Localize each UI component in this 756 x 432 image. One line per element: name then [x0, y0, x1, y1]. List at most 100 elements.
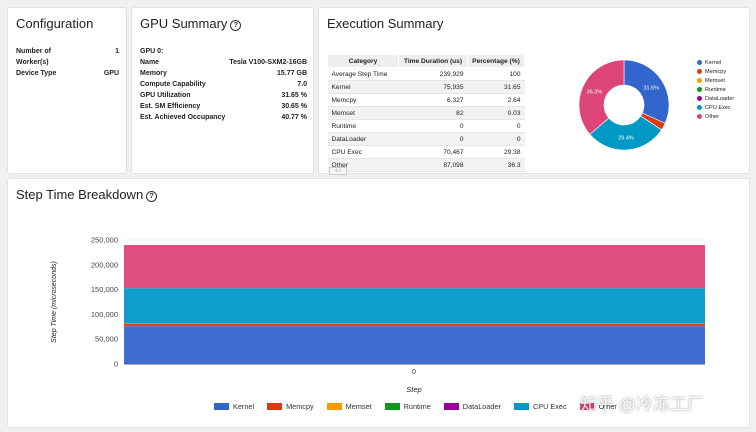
gpu-value: 40.77 %	[281, 114, 307, 121]
cell-duration: 75,935	[398, 80, 468, 94]
pie-slice-label: 36.3%	[587, 89, 603, 95]
execution-summary-card: Execution Summary Category Time Duration…	[318, 7, 750, 175]
table-row: Runtime 0 0	[327, 119, 525, 133]
gpu-value: 31.65 %	[281, 92, 307, 99]
legend-label: DataLoader	[705, 95, 735, 102]
execution-table: Category Time Duration (us) Percentage (…	[327, 54, 525, 172]
cell-percentage: 31.65	[467, 80, 525, 94]
gpu-value: Tesla V100-SXM2-16GB	[229, 59, 307, 66]
pie-slice-kernel[interactable]	[623, 59, 670, 124]
cell-percentage: 29.38	[467, 145, 525, 159]
area-band-other[interactable]	[124, 245, 705, 289]
pie-slice-cpu-exec[interactable]	[589, 115, 662, 151]
table-row: CPU Exec 70,467 29.38	[327, 145, 525, 159]
area-band-cpu-exec[interactable]	[124, 288, 705, 324]
pie-legend: Kernel Memcpy Memset Runtime DataLoader …	[697, 58, 734, 121]
configuration-card: Configuration Number of 1 Worker(s) Devi…	[7, 7, 127, 174]
legend-label: Memcpy	[286, 402, 314, 411]
legend-item[interactable]: Other	[579, 402, 617, 411]
pagination-control[interactable]: « ‹	[329, 167, 347, 175]
table-row: Memset 82 0.03	[327, 106, 525, 120]
legend-item[interactable]: Memset	[326, 402, 372, 411]
cell-category: Average Step Time	[327, 67, 399, 81]
legend-item[interactable]: Runtime	[384, 402, 431, 411]
area-band-kernel[interactable]	[124, 326, 705, 364]
area-band-memset[interactable]	[124, 323, 705, 324]
legend-swatch	[697, 96, 702, 101]
legend-swatch	[384, 403, 400, 410]
legend-swatch	[579, 403, 595, 410]
gpu-label: Name	[140, 59, 160, 66]
column-header-percentage[interactable]: Percentage (%)	[467, 54, 525, 68]
gpu-summary-card: GPU Summary? GPU 0: Name Tesla V100-SXM2…	[131, 7, 314, 174]
legend-item[interactable]: DataLoader	[443, 402, 501, 411]
area-band-memcpy[interactable]	[124, 323, 705, 327]
legend-item[interactable]: DataLoader	[697, 94, 734, 103]
cell-duration: 87,098	[398, 158, 468, 172]
pie-slice-other[interactable]	[578, 59, 625, 135]
x-axis-label: Step	[406, 385, 421, 394]
legend-label: Runtime	[403, 402, 431, 411]
gpu-label: GPU 0:	[140, 48, 164, 55]
configuration-table: Number of 1 Worker(s) Device Type GPU	[16, 48, 119, 88]
legend-swatch	[513, 403, 529, 410]
legend-swatch	[697, 87, 702, 92]
cell-duration: 70,467	[398, 145, 468, 159]
column-header-category[interactable]: Category	[327, 54, 399, 68]
step-time-title: Step Time Breakdown?	[16, 187, 158, 202]
legend-swatch	[697, 60, 702, 65]
help-icon[interactable]: ?	[146, 191, 158, 202]
legend-item[interactable]: Memcpy	[697, 67, 734, 76]
execution-summary-title: Execution Summary	[327, 16, 444, 31]
legend-label: DataLoader	[462, 402, 501, 411]
legend-item[interactable]: Memcpy	[267, 402, 314, 411]
legend-swatch	[267, 403, 283, 410]
y-tick-label: 200,000	[91, 260, 118, 269]
cell-percentage: 36.3	[467, 158, 525, 172]
legend-item[interactable]: Kernel	[697, 58, 734, 67]
legend-item[interactable]: Memset	[697, 76, 734, 85]
y-axis-label: Step Time (microseconds)	[51, 261, 58, 343]
gpu-label: GPU Utilization	[140, 92, 191, 99]
legend-item[interactable]: CPU Exec	[513, 402, 567, 411]
gpu-label: Memory	[140, 70, 167, 77]
configuration-title: Configuration	[16, 16, 94, 31]
cell-percentage: 2.64	[467, 93, 525, 107]
column-header-duration[interactable]: Time Duration (us)	[398, 54, 468, 68]
legend-item[interactable]: Runtime	[697, 85, 734, 94]
pie-slice-label: 31.6%	[643, 85, 659, 91]
legend-label: Kernel	[233, 402, 255, 411]
cell-percentage: 0.03	[467, 106, 525, 120]
cell-category: CPU Exec	[327, 145, 399, 159]
y-tick-label: 250,000	[91, 236, 118, 245]
gpu-summary-title: GPU Summary?	[140, 16, 242, 31]
gpu-value: 30.65 %	[281, 103, 307, 110]
legend-item[interactable]: CPU Exec	[697, 103, 734, 112]
cell-category: Kernel	[327, 80, 399, 94]
cell-category: Memset	[327, 106, 399, 120]
legend-swatch	[326, 403, 342, 410]
config-label: Worker(s)	[16, 59, 49, 66]
config-label: Number of	[16, 48, 51, 55]
legend-label: Kernel	[705, 59, 722, 66]
legend-item[interactable]: Other	[697, 112, 734, 121]
cell-category: Memcpy	[327, 93, 399, 107]
legend-label: Memset	[705, 77, 725, 84]
legend-item[interactable]: Kernel	[214, 402, 254, 411]
config-value: 1	[115, 48, 119, 55]
y-tick-label: 150,000	[91, 285, 118, 294]
step-time-legend: Kernel Memcpy Memset Runtime DataLoader …	[214, 402, 630, 411]
legend-swatch	[697, 114, 702, 119]
legend-label: Memset	[345, 402, 372, 411]
help-icon[interactable]: ?	[230, 20, 242, 31]
gpu-label: Est. SM Efficiency	[140, 103, 201, 110]
cell-percentage: 0	[467, 132, 525, 146]
y-tick-label: 50,000	[95, 335, 118, 344]
execution-pie-chart: 31.6% 29.4% 36.3%	[578, 59, 670, 151]
gpu-value: 15.77 GB	[277, 70, 307, 77]
legend-swatch	[697, 78, 702, 83]
y-tick-label: 100,000	[91, 310, 118, 319]
table-row: Kernel 75,935 31.65	[327, 80, 525, 94]
gpu-value: 7.0	[297, 81, 307, 88]
